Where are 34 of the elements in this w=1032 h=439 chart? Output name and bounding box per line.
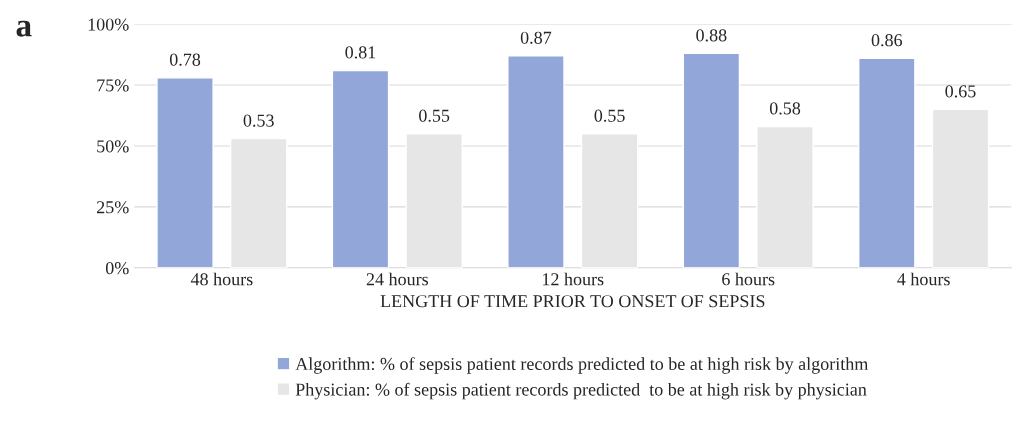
- bar: [405, 133, 463, 268]
- bar: [858, 57, 916, 268]
- x-axis-title: LENGTH OF TIME PRIOR TO ONSET OF SEPSIS: [380, 295, 765, 308]
- y-tick-label: 100%: [88, 18, 129, 31]
- y-tick-label: 50%: [97, 140, 129, 153]
- data-label: 0.81: [345, 46, 376, 59]
- x-tick-label: 6 hours: [722, 272, 775, 286]
- data-label: 0.55: [594, 109, 625, 122]
- x-tick-label: 24 hours: [366, 272, 429, 286]
- bar: [156, 77, 214, 268]
- y-tick-label: 75%: [97, 79, 129, 92]
- bar: [682, 52, 741, 268]
- bar: [931, 108, 990, 268]
- x-tick-label: 12 hours: [543, 272, 604, 286]
- y-tick-label: 25%: [97, 201, 129, 214]
- legend-label: Algorithm: % of sepsis patient records predicted to be at high risk by algorithm: [295, 357, 869, 374]
- bar: [507, 55, 565, 268]
- data-label: 0.55: [419, 109, 450, 122]
- bar: [229, 137, 288, 268]
- y-tick-label: 0%: [105, 262, 129, 275]
- text: a: [16, 20, 32, 37]
- legend-label: Physician: % of sepsis patient records predicted to be at high risk by physician: [295, 382, 867, 400]
- bar: [756, 125, 814, 268]
- x-tick-label: 4 hours: [897, 272, 950, 286]
- data-label: 0.58: [769, 102, 801, 115]
- bar: [580, 133, 639, 268]
- data-label: 0.88: [696, 29, 727, 42]
- data-label: 0.78: [169, 53, 201, 66]
- data-label: 0.65: [945, 85, 976, 98]
- x-tick-label: 48 hours: [190, 272, 253, 286]
- data-label: 0.87: [520, 31, 552, 44]
- data-label: 0.86: [871, 34, 903, 47]
- data-label: 0.53: [243, 114, 274, 127]
- bar: [331, 69, 390, 268]
